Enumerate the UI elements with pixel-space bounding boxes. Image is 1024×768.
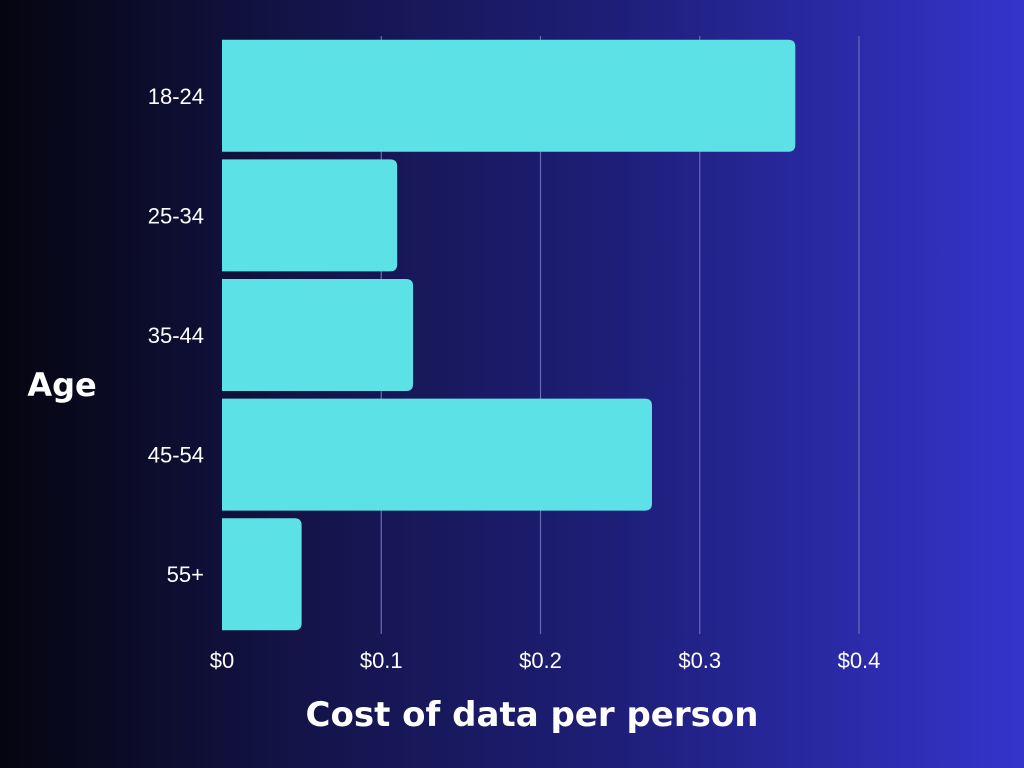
bar-18-24 [222,39,796,152]
y-tick-label: 35-44 [148,323,204,348]
bar-35-44 [222,279,414,391]
x-tick-label: $0.2 [519,648,562,673]
bar-55+ [222,518,302,631]
x-tick-label: $0.3 [678,648,721,673]
y-tick-label: 18-24 [148,84,204,109]
y-tick-label: 45-54 [148,443,204,468]
y-tick-label: 25-34 [148,203,204,228]
bar-45-54 [222,398,652,511]
y-axis-tick-labels: 18-24 25-34 35-44 45-54 55+ [148,84,204,587]
x-tick-label: $0.4 [838,648,881,673]
x-tick-label: $0.1 [360,648,403,673]
x-tick-label: $0 [210,648,234,673]
x-axis-title: Cost of data per person [306,695,759,735]
bars [222,39,796,631]
bar-25-34 [222,159,398,272]
y-axis-title: Age [27,366,96,404]
x-axis-tick-labels: $0 $0.1 $0.2 $0.3 $0.4 [210,648,881,673]
y-tick-label: 55+ [167,562,204,587]
